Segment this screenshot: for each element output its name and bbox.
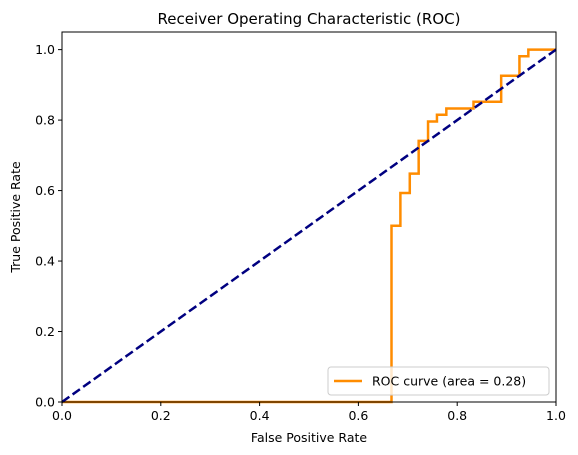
- y-tick-label: 0.6: [35, 183, 55, 198]
- legend: ROC curve (area = 0.28): [327, 366, 550, 396]
- axes-border: [61, 31, 557, 403]
- chart-title: Receiver Operating Characteristic (ROC): [158, 10, 461, 28]
- y-tick-label: 0.2: [35, 324, 55, 339]
- x-tick-label: 0.0: [52, 408, 72, 423]
- x-tick-label: 0.4: [250, 408, 270, 423]
- x-axis-ticks: 0.0 0.2 0.4 0.6 0.8 1.0: [52, 402, 566, 423]
- x-tick-label: 0.8: [447, 408, 467, 423]
- y-tick-label: 0.0: [35, 395, 55, 410]
- y-tick-label: 1.0: [35, 42, 55, 57]
- y-tick-label: 0.8: [35, 113, 55, 128]
- plot-frame: [62, 32, 556, 402]
- axes-frame: [61, 31, 557, 403]
- y-tick-label: 0.4: [35, 254, 55, 269]
- x-axis-label: False Positive Rate: [251, 430, 367, 445]
- y-axis-ticks: 0.0 0.2 0.4 0.6 0.8 1.0: [35, 42, 62, 410]
- x-tick-label: 1.0: [546, 408, 566, 423]
- roc-curve-line: [62, 48, 556, 404]
- legend-box: [327, 366, 550, 396]
- chance-diagonal-line: [61, 48, 557, 404]
- x-tick-label: 0.2: [151, 408, 171, 423]
- series-layer: [61, 48, 557, 404]
- y-axis-label: True Positive Rate: [8, 161, 23, 274]
- x-tick-label: 0.6: [348, 408, 368, 423]
- legend-roc-label: ROC curve (area = 0.28): [372, 374, 526, 389]
- plot-area: [61, 31, 557, 404]
